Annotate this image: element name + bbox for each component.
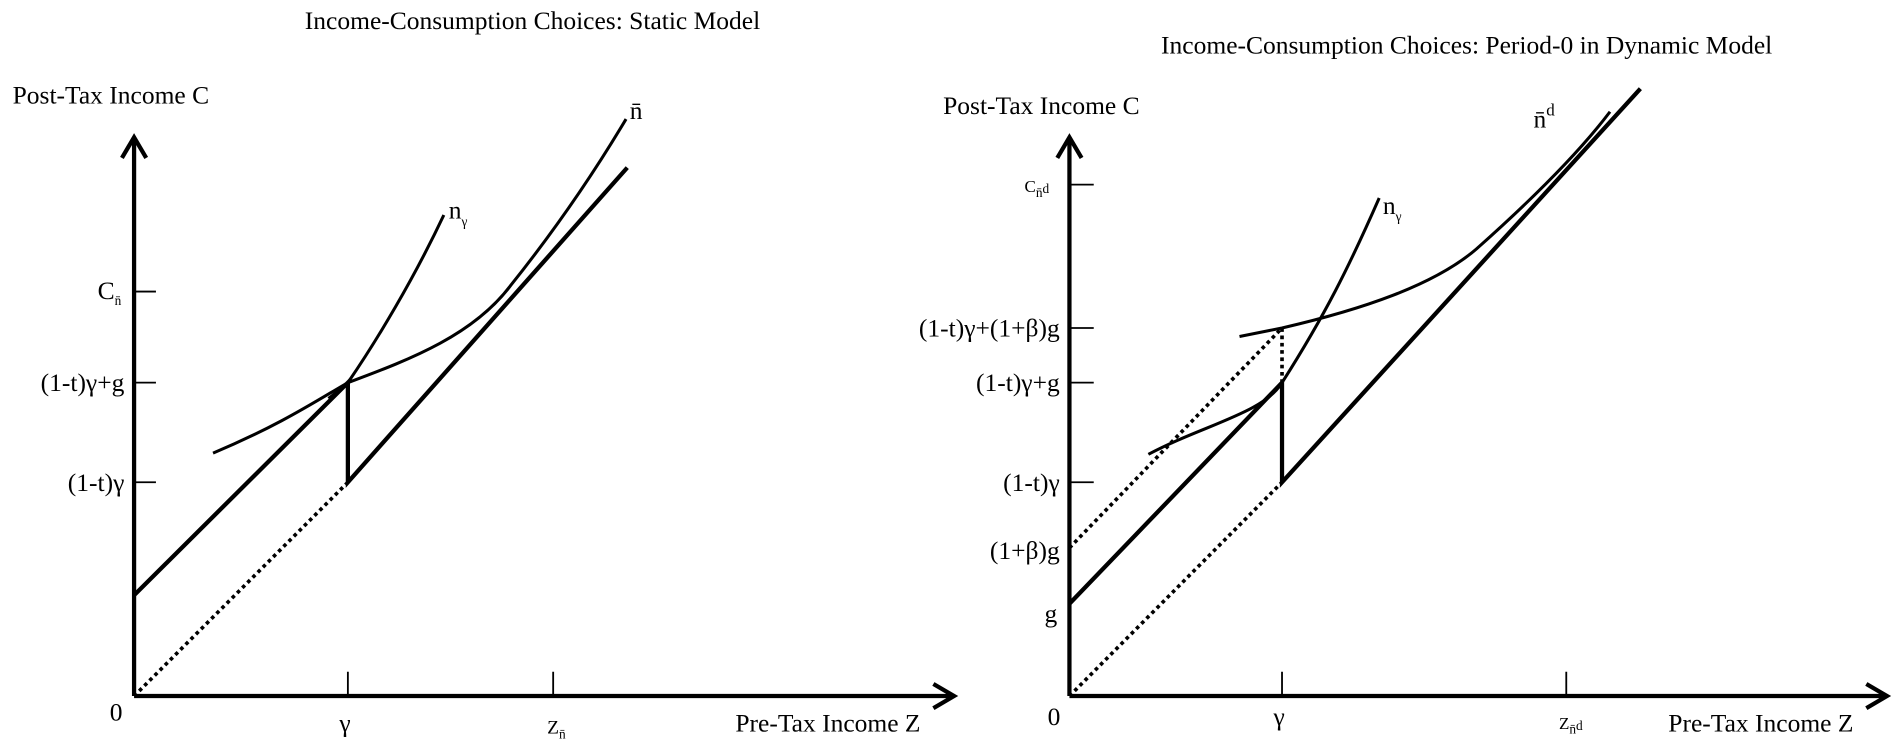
y-tick-label: g: [1045, 599, 1058, 628]
x-tick-label: Zn̄: [547, 718, 566, 741]
curve-label: n̄d: [1533, 100, 1555, 133]
y-tick-label: (1-t)γ+g: [41, 368, 125, 397]
budget-line: [1067, 87, 1642, 606]
dynamic-panel: Income-Consumption Choices: Period-0 in …: [919, 30, 1892, 737]
y-tick-label: (1-t)γ: [68, 468, 125, 497]
panel-title: Income-Consumption Choices: Static Model: [305, 6, 760, 35]
curve-label: n̄: [630, 96, 643, 125]
tick-marks: [1069, 183, 1568, 697]
y-tick-label: Cn̄: [98, 276, 122, 308]
label-part: Z: [1559, 714, 1569, 733]
dotted-line: [1068, 323, 1284, 698]
origin-label: 0: [1048, 702, 1061, 731]
x-tick-label: γ: [338, 708, 350, 737]
curve-label: nγ: [449, 196, 468, 229]
origin-label: 0: [110, 697, 123, 726]
x-axis-label: Pre-Tax Income Z: [1668, 708, 1853, 737]
tick-marks: [134, 290, 555, 697]
label-part: n: [1383, 191, 1396, 220]
label-part: n̄: [1533, 105, 1546, 134]
label-part: d: [1043, 181, 1050, 196]
label-part: γ: [460, 214, 467, 229]
y-tick-label: (1-t)γ+(1+β)g: [919, 313, 1060, 342]
x-tick-label: Zn̄d: [1559, 714, 1583, 737]
label-part: C: [98, 276, 115, 305]
x-axis-label: Pre-Tax Income Z: [735, 708, 920, 737]
indifference-curve: [212, 118, 628, 455]
label-part: n̄: [1036, 185, 1043, 200]
panel-title: Income-Consumption Choices: Period-0 in …: [1161, 30, 1772, 59]
y-tick-label: (1-t)γ+g: [976, 368, 1060, 397]
y-axis-label: Post-Tax Income C: [943, 91, 1140, 120]
y-tick-label: (1+β)g: [990, 536, 1060, 565]
curve-label: nγ: [1383, 191, 1402, 224]
label-part: d: [1546, 100, 1555, 119]
y-tick-label: Cn̄d: [1024, 177, 1049, 200]
label-part: C: [1024, 177, 1035, 196]
label-part: n: [449, 196, 462, 225]
indifference-curve: [327, 214, 446, 400]
budget-line: [132, 166, 629, 597]
label-part: d: [1576, 718, 1583, 733]
dotted-line: [132, 480, 350, 698]
axes: [120, 133, 959, 711]
label-part: n̄: [115, 293, 122, 308]
x-tick-label: γ: [1273, 702, 1285, 731]
axes: [1055, 133, 1892, 711]
static-panel: Income-Consumption Choices: Static Model…: [13, 6, 959, 741]
y-tick-label: (1-t)γ: [1003, 468, 1060, 497]
indifference-curve: [1239, 110, 1612, 338]
y-axis-label: Post-Tax Income C: [13, 80, 210, 109]
indifference-curve: [1147, 197, 1381, 456]
label-part: n̄: [1569, 722, 1576, 737]
label-part: Z: [547, 718, 559, 739]
label-part: γ: [1395, 209, 1402, 224]
label-part: n̄: [559, 727, 566, 741]
